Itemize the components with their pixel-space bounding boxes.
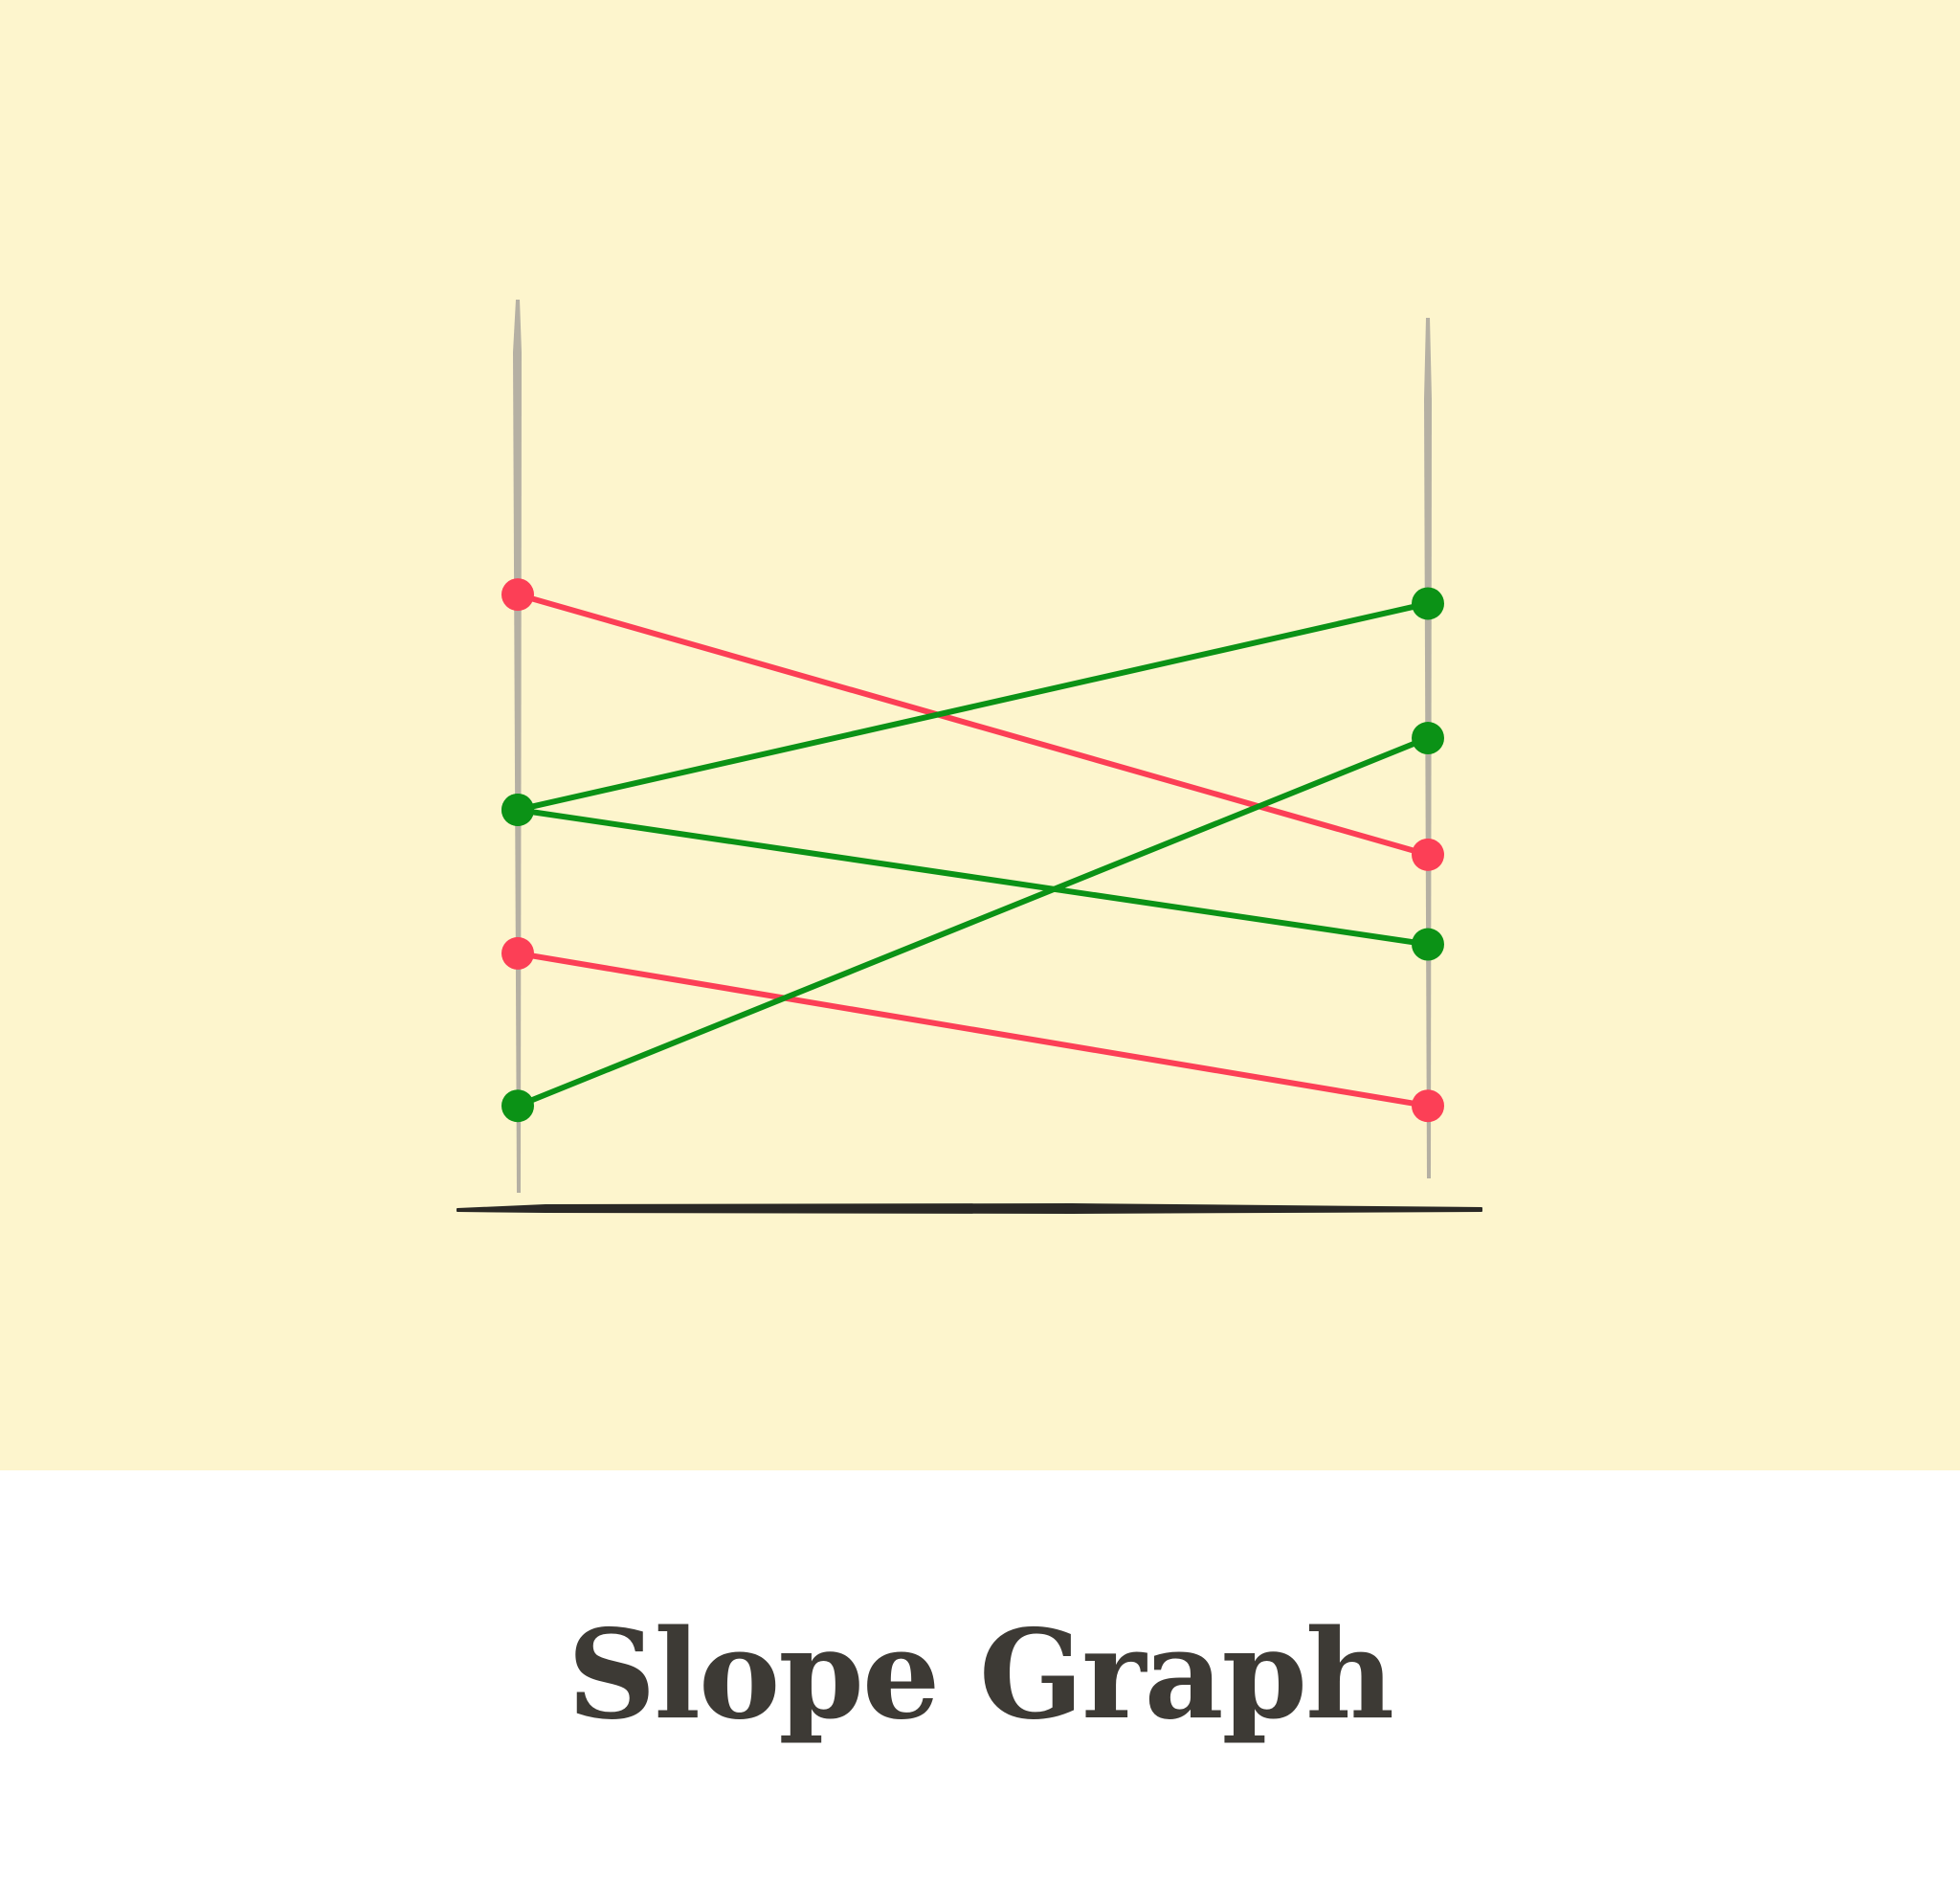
- series-line-3: [515, 806, 1431, 948]
- chart-background: [0, 0, 1960, 1470]
- series-lines-layer: [515, 592, 1431, 1109]
- series-2-point-2: [1412, 587, 1444, 620]
- series-1-point-1: [501, 578, 534, 612]
- series-points-layer: [501, 578, 1444, 1123]
- x-baseline: [457, 1203, 1482, 1214]
- series-line-1: [515, 592, 1431, 858]
- series-3-point-2: [1412, 928, 1444, 961]
- series-4-point-1: [501, 936, 534, 970]
- series-5-point-1: [501, 1089, 534, 1123]
- series-4-point-2: [1412, 1089, 1444, 1123]
- series-line-5: [515, 735, 1431, 1109]
- page-title: Slope Graph: [567, 1603, 1394, 1747]
- series-3-point-1: [501, 793, 534, 826]
- caption-band: Slope Graph: [0, 1470, 1960, 1882]
- series-5-point-2: [1412, 722, 1444, 755]
- series-1-point-2: [1412, 838, 1444, 871]
- chart-panel: [0, 0, 1960, 1470]
- slope-chart: [0, 0, 1960, 1470]
- series-line-4: [515, 950, 1431, 1109]
- series-line-2: [515, 600, 1431, 813]
